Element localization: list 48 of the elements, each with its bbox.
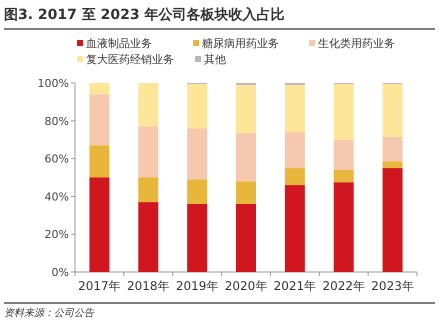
bar [284,84,305,132]
y-tick-label: 40% [44,190,69,204]
legend-label: 糖尿病用药业务 [202,37,279,50]
bar [89,145,110,178]
bar [382,161,403,168]
x-tick-label: 2017年 [78,279,121,293]
bar [236,181,256,204]
legend-label: 复大医药经销业务 [86,53,174,66]
bar [236,133,256,182]
bar [138,126,158,178]
bar [138,83,158,126]
bar [334,84,354,140]
bar [187,128,208,180]
legend-label: 血液制品业务 [86,37,152,50]
y-tick-label: 80% [44,114,69,128]
bar [187,204,208,272]
bar [138,202,158,272]
text: 资料来源：公司公告 [4,307,95,319]
bar [236,204,256,272]
bar [334,182,354,272]
bar [187,84,208,128]
bar [284,168,305,186]
y-tick-label: 0% [52,266,69,279]
bar [138,178,158,202]
y-tick-label: 60% [44,152,69,166]
bar [382,84,403,137]
x-tick-label: 2020年 [224,279,268,293]
bar [334,140,354,170]
legend-label: 其他 [204,53,226,66]
bar [382,168,403,272]
x-tick-label: 2023年 [371,279,414,293]
chart-title: 图3. 2017 至 2023 年公司各板块收入占比 [4,7,284,23]
bar [89,83,110,94]
bar [236,84,256,134]
x-tick-label: 2018年 [127,279,170,293]
bar [89,94,110,146]
bar [284,132,305,168]
y-tick-label: 20% [44,228,69,242]
x-tick-label: 2019年 [176,279,218,293]
legend-label: 生化类用药业务 [318,37,395,50]
bar [187,179,208,204]
y-tick-label: 100% [38,77,69,90]
x-tick-label: 2021年 [274,279,316,293]
x-tick-label: 2022年 [322,279,365,293]
bar [284,185,305,272]
bar [382,136,403,162]
bar [89,178,110,272]
bar [334,170,354,182]
